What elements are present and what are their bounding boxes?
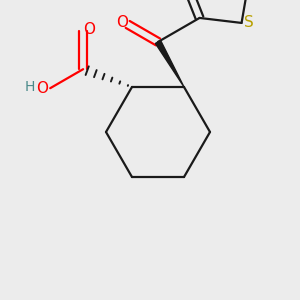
Text: O: O (36, 81, 48, 96)
Text: H: H (25, 80, 35, 94)
Text: S: S (244, 15, 254, 30)
Text: O: O (116, 15, 128, 30)
Polygon shape (155, 40, 184, 87)
Text: O: O (83, 22, 95, 37)
